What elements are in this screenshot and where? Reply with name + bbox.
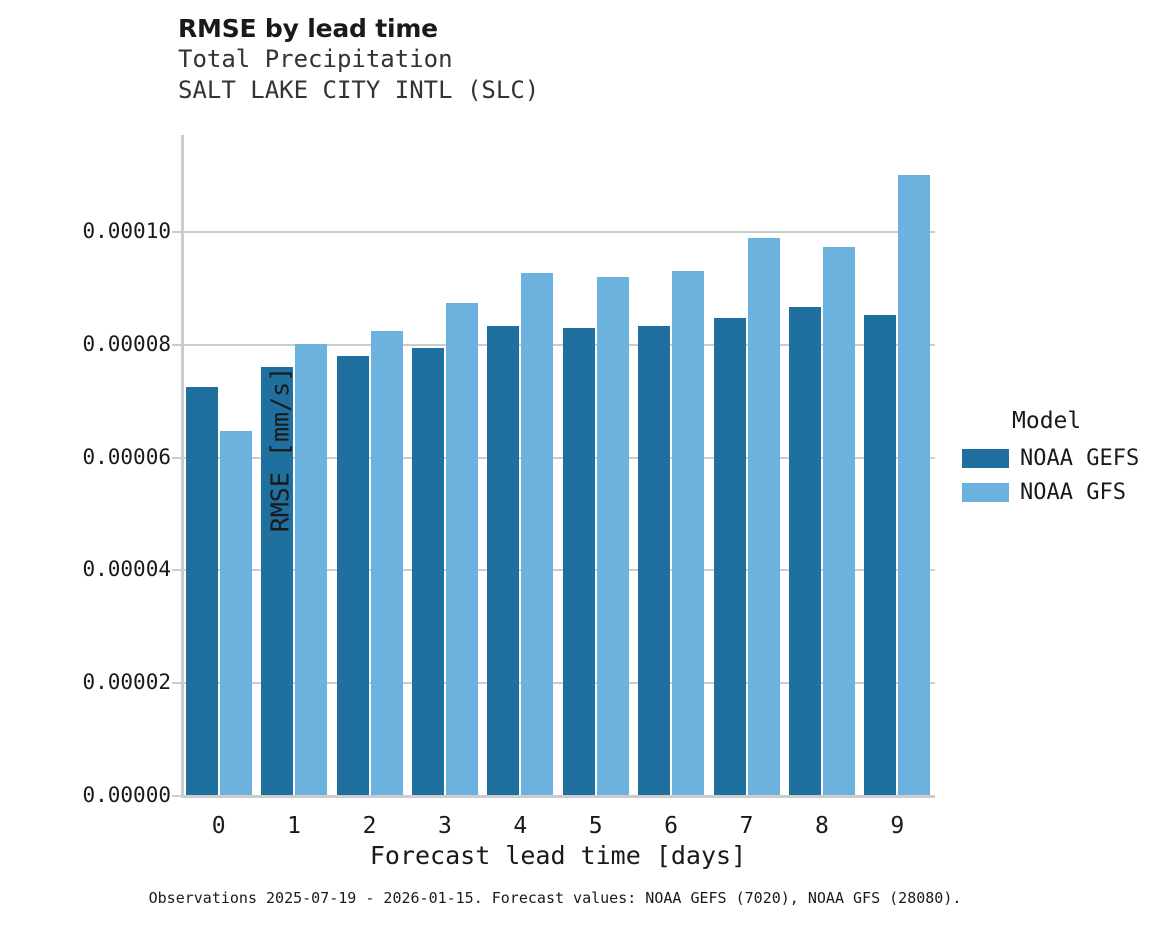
x-axis-spine: [181, 795, 935, 798]
bar-noaa-gfs-lead-4[interactable]: [521, 273, 554, 795]
gridline: [181, 682, 935, 685]
bar-noaa-gefs-lead-1[interactable]: [261, 366, 294, 795]
legend-title: Model: [1012, 408, 1082, 434]
bar-noaa-gfs-lead-2[interactable]: [370, 330, 403, 795]
x-tick-label-8: 8: [814, 813, 829, 839]
chart-subtitle-variable: Total Precipitation: [178, 45, 453, 73]
bar-noaa-gfs-lead-0[interactable]: [219, 430, 252, 795]
legend-label-noaa-gfs: NOAA GFS: [1020, 479, 1126, 505]
footer-note: Observations 2025-07-19 - 2026-01-15. Fo…: [148, 889, 962, 907]
y-axis-title: RMSE [mm/s]: [265, 366, 295, 533]
legend-item-noaa-gefs[interactable]: NOAA GEFS: [962, 443, 1172, 473]
y-tick-mark: [172, 343, 181, 346]
y-tick-mark: [172, 682, 181, 685]
bar-noaa-gfs-lead-7[interactable]: [747, 237, 780, 795]
y-tick-label: 0.00004: [82, 557, 171, 582]
gridline: [181, 456, 935, 459]
bar-noaa-gefs-lead-7[interactable]: [713, 318, 746, 795]
y-tick-mark: [172, 230, 181, 233]
bar-noaa-gefs-lead-8[interactable]: [788, 306, 821, 795]
y-tick-label: 0.00010: [82, 218, 171, 243]
gridline: [181, 569, 935, 572]
bar-noaa-gefs-lead-0[interactable]: [185, 386, 218, 795]
x-tick-label-5: 5: [588, 813, 603, 839]
bar-noaa-gfs-lead-3[interactable]: [445, 302, 478, 795]
bar-noaa-gfs-lead-9[interactable]: [898, 175, 931, 795]
chart-title: RMSE by lead time: [178, 14, 438, 43]
x-tick-label-4: 4: [513, 813, 528, 839]
x-tick-label-3: 3: [437, 813, 452, 839]
bar-noaa-gefs-lead-5[interactable]: [562, 327, 595, 795]
bar-noaa-gefs-lead-4[interactable]: [487, 325, 520, 795]
x-tick-label-6: 6: [664, 813, 679, 839]
bar-noaa-gefs-lead-6[interactable]: [638, 325, 671, 795]
bar-noaa-gfs-lead-6[interactable]: [672, 270, 705, 795]
y-tick-mark: [172, 569, 181, 572]
bar-noaa-gefs-lead-9[interactable]: [864, 314, 897, 795]
bar-noaa-gefs-lead-3[interactable]: [411, 347, 444, 795]
legend-swatch-noaa-gefs: [962, 448, 1009, 468]
bar-noaa-gfs-lead-5[interactable]: [596, 277, 629, 795]
legend-label-noaa-gefs: NOAA GEFS: [1020, 445, 1140, 471]
title-block: RMSE by lead time Total Precipitation SA…: [178, 14, 878, 106]
x-tick-label-9: 9: [890, 813, 905, 839]
y-tick-mark: [172, 795, 181, 797]
y-tick-label: 0.00002: [82, 670, 171, 695]
bar-noaa-gfs-lead-1[interactable]: [295, 344, 328, 795]
x-tick-label-7: 7: [739, 813, 754, 839]
chart-subtitle-station: SALT LAKE CITY INTL (SLC): [178, 76, 540, 104]
plot-area: 0.00000 0.00002 0.00004 0.00006 0.00008 0.000…: [82, 135, 935, 839]
y-tick-label: 0.00008: [82, 331, 171, 356]
bar-noaa-gefs-lead-2[interactable]: [336, 356, 369, 795]
bar-noaa-gfs-lead-8[interactable]: [822, 246, 855, 795]
x-tick-label-1: 1: [287, 813, 302, 839]
legend-swatch-noaa-gfs: [962, 482, 1009, 502]
gridline: [181, 230, 935, 233]
legend-item-noaa-gfs[interactable]: NOAA GFS: [962, 477, 1172, 507]
gridline: [181, 343, 935, 346]
y-axis-spine: [181, 135, 184, 795]
x-tick-label-2: 2: [362, 813, 377, 839]
legend: Model NOAA GEFS NOAA GFS: [962, 408, 1172, 511]
x-tick-label-0: 0: [211, 813, 226, 839]
y-tick-label: 0.00006: [82, 444, 171, 469]
y-tick-label: 0.00000: [82, 783, 171, 807]
x-axis-title: Forecast lead time [days]: [369, 841, 747, 870]
y-tick-mark: [172, 456, 181, 459]
